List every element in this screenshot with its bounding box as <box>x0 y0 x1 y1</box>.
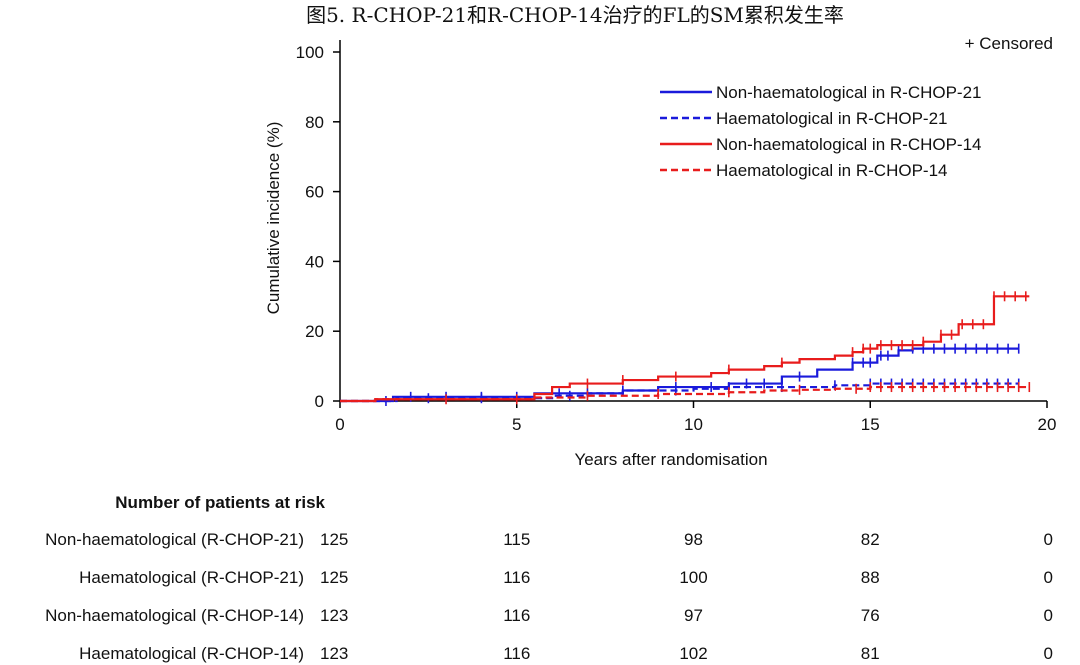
x-tick-label: 20 <box>1038 415 1057 434</box>
risk-count: 97 <box>684 606 703 625</box>
censored-note: + Censored <box>965 34 1053 53</box>
y-tick-label: 100 <box>296 43 324 62</box>
risk-count: 125 <box>320 530 348 549</box>
risk-count: 76 <box>861 606 880 625</box>
risk-count: 125 <box>320 568 348 587</box>
risk-row-label: Haematological (R-CHOP-21) <box>79 568 304 587</box>
y-tick-label: 60 <box>305 183 324 202</box>
risk-row-label: Haematological (R-CHOP-14) <box>79 644 304 663</box>
legend-item: Non-haematological in R-CHOP-21 <box>660 83 982 102</box>
legend: Non-haematological in R-CHOP-21 Haematolo… <box>660 83 982 180</box>
y-tick-label: 40 <box>305 252 324 271</box>
risk-count: 98 <box>684 530 703 549</box>
risk-count: 0 <box>1044 568 1053 587</box>
legend-item: Haematological in R-CHOP-21 <box>660 109 947 128</box>
y-axis-label: Cumulative incidence (%) <box>264 122 283 315</box>
risk-count: 0 <box>1044 644 1053 663</box>
y-ticks: 0 20 40 60 80 100 <box>296 43 340 411</box>
risk-table-header: Number of patients at risk <box>115 493 325 512</box>
risk-count: 123 <box>320 606 348 625</box>
risk-count: 100 <box>679 568 707 587</box>
series-4 <box>340 382 1031 405</box>
risk-count: 0 <box>1044 606 1053 625</box>
risk-row: Haematological (R-CHOP-21) 125 116 100 88 0 <box>79 568 1053 587</box>
risk-count: 82 <box>861 530 880 549</box>
y-tick-label: 20 <box>305 322 324 341</box>
legend-item: Haematological in R-CHOP-14 <box>660 161 947 180</box>
chart-title: 图5. R-CHOP-21和R-CHOP-14治疗的FL的SM累积发生率 <box>306 3 844 27</box>
series-layer <box>340 291 1031 406</box>
y-tick-label: 80 <box>305 113 324 132</box>
risk-count: 116 <box>503 568 530 587</box>
series-1 <box>340 343 1020 406</box>
risk-count: 116 <box>503 644 530 663</box>
y-tick-label: 0 <box>315 392 324 411</box>
risk-count: 0 <box>1044 530 1053 549</box>
risk-count: 102 <box>679 644 707 663</box>
x-tick-label: 10 <box>684 415 703 434</box>
risk-count: 123 <box>320 644 348 663</box>
risk-count: 116 <box>503 606 530 625</box>
risk-row: Non-haematological (R-CHOP-21) 125 115 98 82… <box>45 530 1053 549</box>
risk-row-label: Non-haematological (R-CHOP-21) <box>45 530 304 549</box>
risk-count: 115 <box>503 530 530 549</box>
x-tick-label: 15 <box>861 415 880 434</box>
legend-label: Non-haematological in R-CHOP-21 <box>716 83 982 102</box>
legend-label: Haematological in R-CHOP-14 <box>716 161 947 180</box>
x-ticks: 0 5 10 15 20 <box>335 401 1056 434</box>
legend-item: Non-haematological in R-CHOP-14 <box>660 135 982 154</box>
plot-area: 0 20 40 60 80 100 0 5 10 15 20 <box>296 40 1056 434</box>
x-tick-label: 5 <box>512 415 521 434</box>
risk-row: Non-haematological (R-CHOP-14) 123 116 97 76… <box>45 606 1053 625</box>
risk-count: 88 <box>861 568 880 587</box>
risk-count: 81 <box>861 644 880 663</box>
x-axis-label: Years after randomisation <box>574 450 767 469</box>
series-3 <box>340 291 1030 403</box>
x-tick-label: 0 <box>335 415 344 434</box>
risk-row: Haematological (R-CHOP-14) 123 116 102 81 0 <box>79 644 1053 663</box>
risk-row-label: Non-haematological (R-CHOP-14) <box>45 606 304 625</box>
legend-label: Haematological in R-CHOP-21 <box>716 109 947 128</box>
series-line <box>340 385 1030 403</box>
legend-label: Non-haematological in R-CHOP-14 <box>716 135 982 154</box>
risk-table: Non-haematological (R-CHOP-21) 125 115 98 82… <box>45 530 1053 663</box>
